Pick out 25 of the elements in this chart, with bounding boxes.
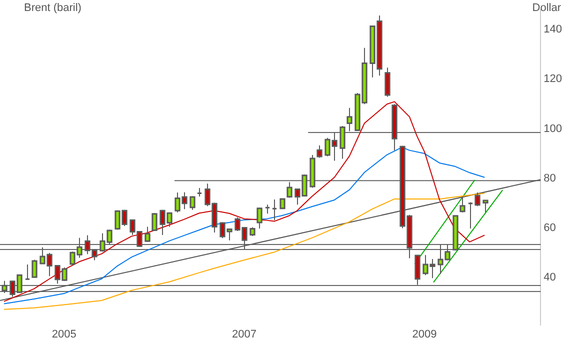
- candlestick: [316, 144, 322, 158]
- y-tick-label: 120: [544, 73, 562, 86]
- y-tick-label: 80: [544, 172, 556, 184]
- x-tick-label: 2005: [52, 328, 76, 340]
- candlestick: [190, 196, 196, 210]
- chart-title: Brent (baril): [24, 2, 82, 14]
- candlestick: [272, 198, 278, 221]
- candlestick: [256, 207, 262, 230]
- candlestick: [152, 212, 158, 232]
- x-tick-label: 2007: [232, 328, 257, 340]
- candlestick: [474, 192, 480, 207]
- candlestick: [468, 202, 474, 230]
- y-tick-label: 40: [544, 272, 556, 284]
- candlestick: [460, 196, 466, 213]
- candlestick: [280, 198, 286, 210]
- candlestick: [482, 200, 488, 213]
- y-tick-label: 100: [544, 122, 562, 135]
- candlestick: [384, 67, 390, 98]
- candlestick: [144, 226, 150, 242]
- y-tick-label: 140: [544, 23, 562, 36]
- y-axis-title: Dollar: [532, 2, 561, 14]
- candlestick: [32, 259, 38, 278]
- x-tick-label: 2009: [412, 328, 437, 340]
- candlestick: [24, 264, 30, 280]
- y-tick-label: 60: [544, 222, 556, 234]
